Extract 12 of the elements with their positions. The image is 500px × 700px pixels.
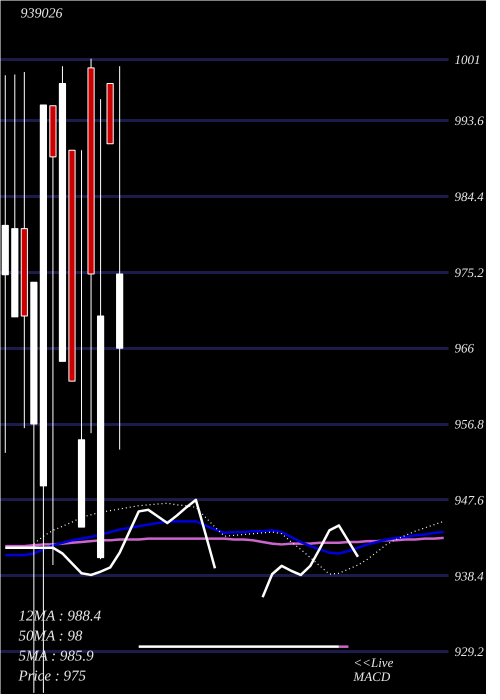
- y-tick-label: 975.2: [454, 264, 484, 280]
- y-tick-label: 956.8: [454, 416, 484, 432]
- y-tick-label: 938.4: [454, 568, 484, 584]
- y-tick-label: 929.2: [454, 644, 484, 660]
- y-tick-label: 966: [454, 340, 474, 356]
- y-tick-label: 993.6: [454, 113, 484, 128]
- y-tick-label: 1001: [454, 52, 480, 68]
- y-tick-label: 947.6: [454, 492, 484, 508]
- line-series: [4, 520, 445, 556]
- chart-title: 939026: [20, 6, 62, 22]
- y-tick-label: 984.4: [454, 188, 484, 204]
- series-label: <<Live MACD: [352, 655, 394, 684]
